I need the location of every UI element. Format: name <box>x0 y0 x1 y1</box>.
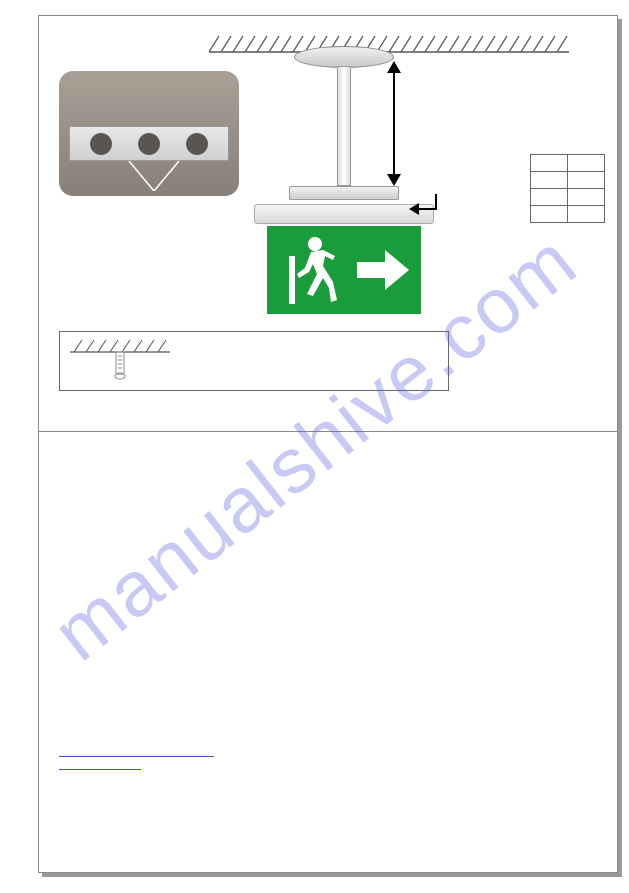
table-row <box>531 206 605 223</box>
ceiling-hatch <box>209 34 569 54</box>
table-row <box>531 172 605 189</box>
arrow-line <box>435 194 437 210</box>
document-page <box>38 15 618 873</box>
sign-mount-bracket <box>289 186 399 200</box>
exit-sign-panel <box>267 226 421 314</box>
table-row <box>531 155 605 172</box>
spec-table <box>530 154 605 223</box>
anchor-instruction-box <box>59 331 449 391</box>
table-row <box>531 189 605 206</box>
pendant-stem <box>337 66 351 186</box>
mounting-strip <box>69 126 229 161</box>
dimension-line <box>393 67 395 180</box>
link-underline <box>59 769 141 770</box>
dimension-arrow-vertical <box>384 61 404 186</box>
slide-arrow-icon <box>409 198 439 218</box>
arrow-head-down-icon <box>387 174 401 186</box>
mounting-hole <box>138 133 160 155</box>
mounting-hole <box>90 133 112 155</box>
indicator-lines <box>119 161 189 191</box>
ceiling-canopy <box>294 46 394 68</box>
sign-housing-bar <box>254 204 434 224</box>
installation-photo <box>59 71 239 196</box>
section-divider <box>39 431 617 432</box>
arrow-head-left-icon <box>409 203 419 215</box>
mounting-hole <box>186 133 208 155</box>
running-man-exit-icon <box>267 226 421 314</box>
link-underline <box>59 756 214 757</box>
ceiling-anchor-icon <box>70 340 170 384</box>
